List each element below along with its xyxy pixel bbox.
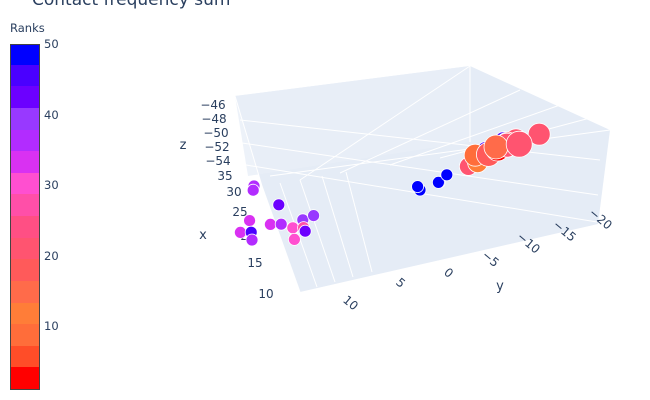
grid-line (339, 89, 521, 174)
colorbar-segment (11, 345, 39, 368)
data-point (411, 180, 425, 194)
x-tick-label: 10 (258, 287, 273, 301)
z-tick-label: −48 (201, 112, 226, 126)
colorbar-tick-label: 40 (44, 107, 59, 122)
x-axis-label: x (199, 228, 207, 243)
grid-line (321, 175, 354, 278)
grid-line (299, 179, 336, 283)
x-tick-label: 15 (247, 256, 262, 270)
z-tick-label: −52 (204, 140, 229, 154)
colorbar-segment (11, 45, 39, 65)
colorbar-segment (11, 107, 39, 130)
colorbar-tick-label: 10 (44, 319, 59, 334)
x-tick-label: 30 (226, 185, 241, 199)
y-axis-label: y (496, 279, 504, 294)
z-tick-label: −54 (205, 154, 230, 168)
data-point (505, 130, 533, 158)
y-tick-label: −5 (479, 248, 502, 270)
colorbar-title: Ranks (10, 21, 45, 35)
z-axis-label: z (180, 138, 187, 153)
colorbar (10, 44, 40, 390)
grid-line (241, 142, 599, 196)
z-tick-label: −46 (200, 98, 225, 112)
grid-line (389, 104, 561, 166)
y-tick-label: 10 (340, 293, 361, 314)
grid-line (345, 171, 373, 273)
colorbar-segment (11, 323, 39, 346)
data-point (527, 122, 551, 146)
data-point (286, 221, 300, 235)
scene-back-pane (235, 66, 470, 176)
colorbar-segment (11, 280, 39, 303)
data-point (307, 209, 321, 223)
data-point (298, 224, 312, 238)
x-tick-label: 35 (217, 169, 232, 183)
colorbar-segment (11, 129, 39, 152)
colorbar-segment (11, 172, 39, 195)
grid-line (261, 185, 301, 293)
data-point (440, 168, 454, 182)
colorbar-segment (11, 64, 39, 87)
chart-title: Contact frequency sum (32, 0, 231, 10)
data-point (431, 175, 445, 189)
data-point (245, 233, 259, 247)
y-tick-label: 5 (393, 275, 408, 291)
grid-line (239, 119, 601, 161)
colorbar-segment (11, 366, 39, 389)
data-point (246, 183, 260, 197)
colorbar-segment (11, 302, 39, 325)
colorbar-segment (11, 150, 39, 173)
y-tick-label: 0 (441, 265, 456, 281)
data-point (243, 214, 257, 228)
grid-line (299, 65, 471, 181)
colorbar-segment (11, 215, 39, 238)
colorbar-segment (11, 193, 39, 216)
grid-line (269, 129, 611, 177)
data-point (272, 198, 286, 212)
colorbar-segment (11, 258, 39, 281)
colorbar-segment (11, 85, 39, 108)
data-point (274, 217, 288, 231)
data-point (233, 225, 247, 239)
colorbar-tick-label: 30 (44, 178, 59, 193)
colorbar-tick-label: 20 (44, 248, 59, 263)
x-tick-label: 25 (232, 205, 247, 219)
data-point (263, 217, 277, 231)
data-point (287, 232, 301, 246)
data-point (483, 134, 509, 160)
colorbar-tick-label: 50 (44, 37, 59, 51)
z-tick-label: −50 (203, 126, 228, 140)
grid-line (234, 95, 263, 187)
colorbar-segment (11, 237, 39, 260)
